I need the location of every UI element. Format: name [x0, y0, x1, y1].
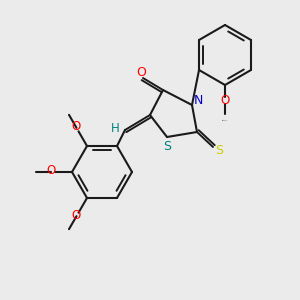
Text: O: O: [136, 65, 146, 79]
Text: N: N: [193, 94, 203, 107]
Text: O: O: [46, 164, 56, 178]
Text: O: O: [72, 120, 81, 133]
Text: O: O: [220, 94, 230, 106]
Text: O: O: [72, 209, 81, 222]
Text: S: S: [215, 145, 223, 158]
Text: S: S: [163, 140, 171, 152]
Text: methoxy: methoxy: [222, 119, 228, 121]
Text: H: H: [111, 122, 119, 134]
